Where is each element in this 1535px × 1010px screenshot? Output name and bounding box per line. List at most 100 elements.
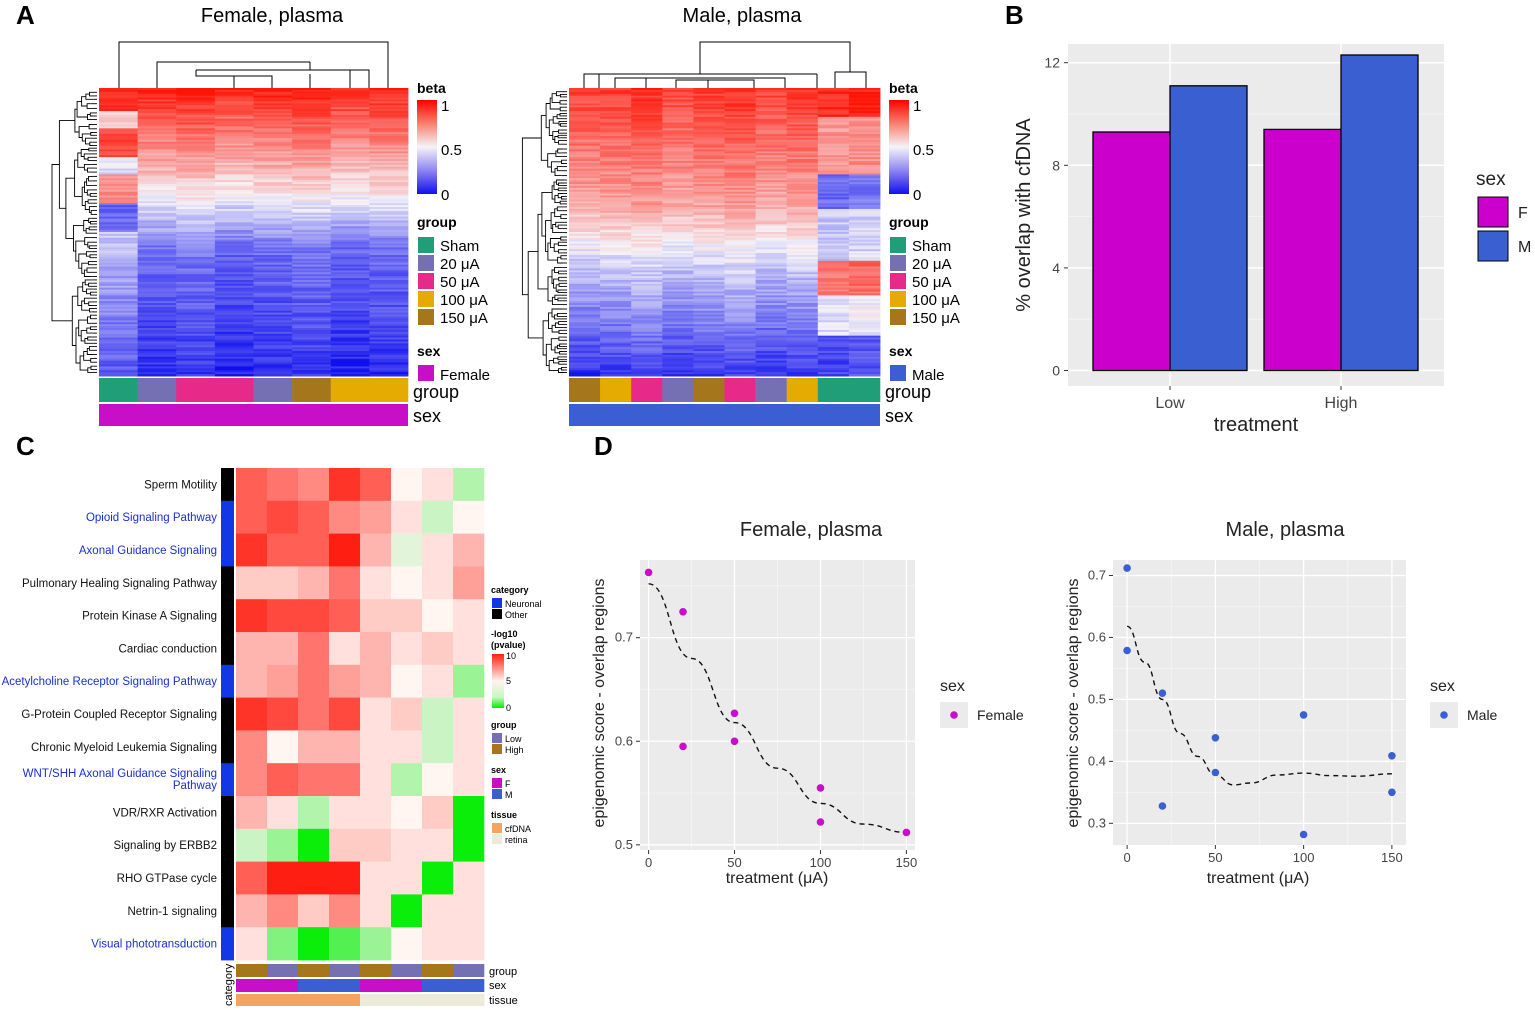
heatmap-cell [631, 176, 663, 179]
pathway-cell [360, 533, 392, 567]
heatmap-cell [369, 260, 409, 264]
heatmap-cell [848, 304, 881, 308]
heatmap-cell [662, 347, 694, 350]
heatmap-cell [253, 241, 293, 245]
heatmap-cell [848, 258, 881, 262]
legend-label-f: F [505, 779, 511, 789]
heatmap-cell [292, 301, 332, 304]
heatmap-cell [786, 287, 819, 291]
heatmap-cell [600, 247, 632, 250]
heatmap-cell [662, 328, 694, 331]
heatmap-cell [214, 249, 254, 252]
heatmap-cell [631, 374, 663, 377]
heatmap-cell [662, 185, 694, 189]
heatmap-cell [176, 189, 216, 193]
heatmap-cell [848, 347, 881, 350]
heatmap-cell [724, 278, 756, 281]
heatmap-cell [848, 370, 881, 373]
heatmap-cell [330, 278, 370, 281]
heatmap-cell [137, 153, 177, 156]
heatmap-cell [786, 239, 819, 243]
heatmap-cell [600, 93, 632, 97]
heatmap-cell [99, 226, 139, 229]
heatmap-cell [330, 214, 370, 218]
heatmap-cell [631, 253, 663, 256]
heatmap-cell [786, 101, 819, 104]
heatmap-cell [786, 285, 819, 289]
heatmap-cell [786, 268, 819, 271]
heatmap-cell [786, 122, 819, 125]
heatmap-cell [786, 356, 819, 360]
heatmap-cell [724, 187, 756, 191]
heatmap-cell [662, 303, 694, 306]
heatmap-cell [176, 331, 216, 335]
heatmap-cell [330, 164, 370, 168]
heatmap-cell [786, 362, 819, 365]
heatmap-cell [369, 316, 409, 319]
heatmap-cell [848, 103, 881, 106]
heatmap-cell [99, 228, 139, 231]
pathway-label: Axonal Guidance Signaling [79, 545, 217, 557]
heatmap-cell [137, 189, 177, 193]
heatmap-cell [786, 97, 819, 101]
heatmap-cell [631, 306, 663, 310]
heatmap-cell [600, 308, 632, 312]
heatmap-cell [693, 191, 725, 195]
group-legend-title: group [491, 720, 517, 730]
heatmap-cell [292, 352, 332, 356]
heatmap-cell [569, 322, 601, 325]
heatmap-cell [569, 184, 601, 187]
heatmap-cell [214, 222, 254, 225]
scatter-point [1299, 711, 1308, 719]
heatmap-cell [600, 374, 632, 377]
heatmap-cell [631, 128, 663, 131]
heatmap-cell [137, 331, 177, 335]
heatmap-cell [755, 218, 788, 221]
pathway-label: RHO GTPase cycle [117, 873, 217, 885]
heatmap-cell [214, 172, 254, 175]
heatmap-cell [724, 343, 756, 346]
heatmap-cell [631, 103, 663, 106]
heatmap-cell [569, 208, 601, 212]
heatmap-cell [214, 141, 254, 145]
heatmap-cell [330, 360, 370, 364]
heatmap-cell [369, 343, 409, 346]
heatmap-cell [569, 118, 601, 122]
heatmap-cell [137, 187, 177, 191]
heatmap-cell [786, 233, 819, 237]
heatmap-cell [755, 351, 788, 354]
heatmap-cell [631, 270, 663, 273]
heatmap-cell [724, 255, 756, 258]
heatmap-cell [176, 139, 216, 143]
heatmap-cell [369, 358, 409, 362]
heatmap-cell [330, 224, 370, 227]
heatmap-cell [693, 180, 725, 183]
heatmap-cell [569, 124, 601, 127]
heatmap-cell [631, 93, 663, 97]
heatmap-cell [176, 180, 216, 183]
heatmap-cell [292, 237, 332, 241]
heatmap-cell [137, 299, 177, 302]
scatter-point [730, 737, 739, 746]
heatmap-cell [693, 301, 725, 304]
heatmap-cell [662, 232, 694, 235]
annotation-cell-group [600, 378, 632, 402]
heatmap-cell [369, 174, 409, 177]
heatmap-cell [631, 235, 663, 239]
heatmap-cell [253, 128, 293, 131]
heatmap-cell [755, 245, 788, 248]
heatmap-cell [848, 368, 881, 371]
heatmap-cell [569, 185, 601, 189]
heatmap-cell [631, 264, 663, 268]
heatmap-cell [99, 301, 139, 304]
heatmap-cell [848, 352, 881, 356]
heatmap-cell [817, 247, 850, 250]
heatmap-cell [137, 320, 177, 323]
heatmap-cell [600, 262, 632, 266]
heatmap-cell [369, 147, 409, 150]
heatmap-cell [176, 324, 216, 327]
heatmap-cell [786, 111, 819, 114]
heatmap-cell [693, 178, 725, 181]
heatmap-cell [369, 178, 409, 181]
heatmap-cell [137, 151, 177, 154]
